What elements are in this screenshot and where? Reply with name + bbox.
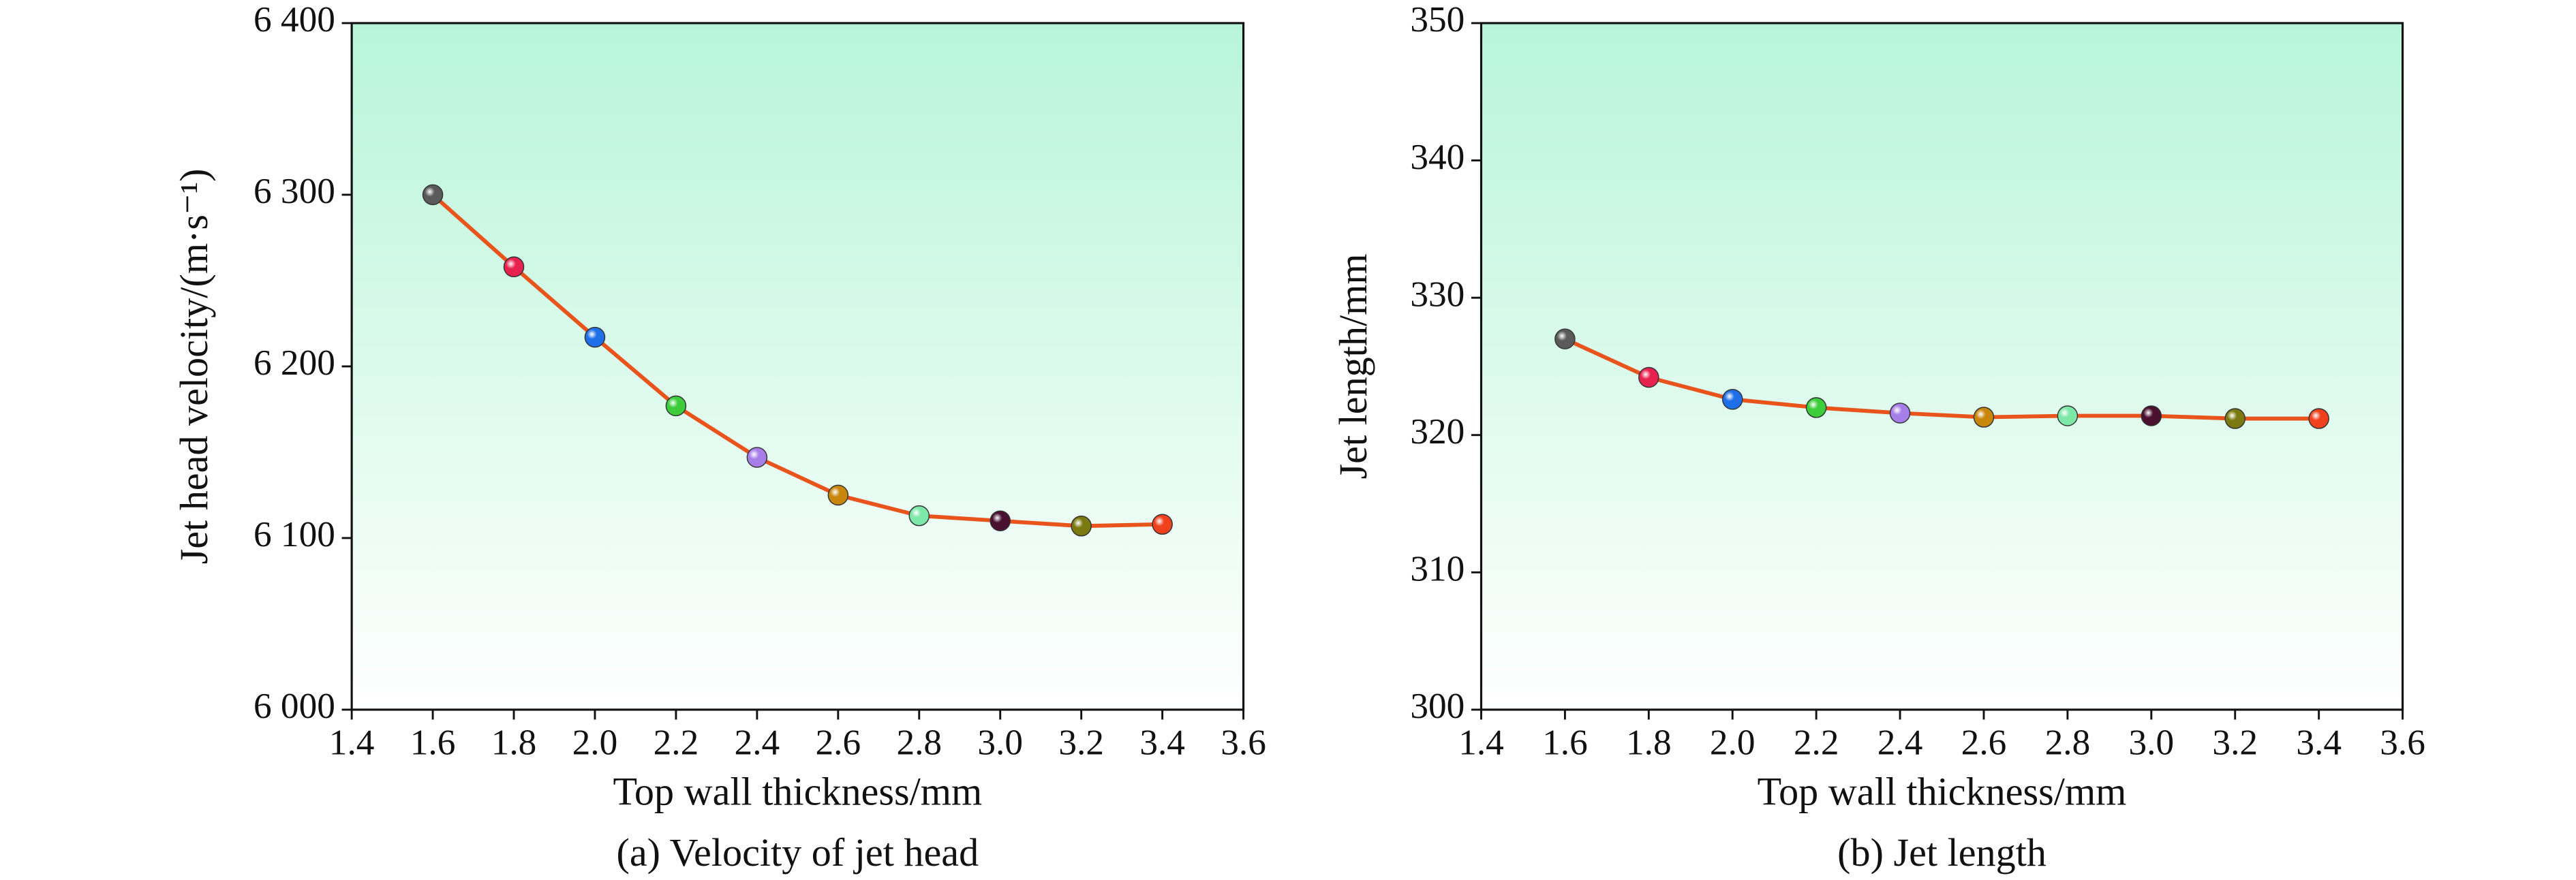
data-point xyxy=(422,184,444,206)
y-tick-label: 6 200 xyxy=(254,343,335,383)
y-tick-label: 300 xyxy=(1410,686,1465,726)
data-point xyxy=(1071,516,1092,537)
x-tick-label: 3.4 xyxy=(1139,722,1185,762)
x-tick-label: 3.2 xyxy=(1058,722,1104,762)
plot-background xyxy=(1481,22,2403,710)
x-tick-label: 2.0 xyxy=(1710,722,1755,762)
x-axis-label: Top wall thickness/mm xyxy=(613,769,982,813)
x-tick-label: 3.2 xyxy=(2212,722,2258,762)
data-point xyxy=(746,447,768,468)
y-tick-label: 340 xyxy=(1410,137,1465,177)
plot-frame xyxy=(1479,22,2404,711)
y-tick-label: 320 xyxy=(1410,411,1465,452)
x-tick-label: 3.6 xyxy=(1221,722,1266,762)
y-tick-label: 6 400 xyxy=(254,0,335,40)
x-tick-label: 2.0 xyxy=(572,722,618,762)
y-tick-label: 310 xyxy=(1410,549,1465,589)
y-tick-label: 350 xyxy=(1410,0,1465,40)
data-line xyxy=(431,193,1163,529)
data-point xyxy=(1805,397,1827,418)
caption: (a) Velocity of jet head xyxy=(617,830,979,875)
caption: (b) Jet length xyxy=(1837,830,2046,875)
data-line xyxy=(1564,336,2319,421)
data-point xyxy=(990,510,1011,531)
x-tick-label: 2.8 xyxy=(896,722,942,762)
data-point xyxy=(1638,366,1659,388)
x-tick-label: 1.8 xyxy=(1626,722,1672,762)
x-tick-label: 1.8 xyxy=(491,722,537,762)
x-tick-label: 2.6 xyxy=(816,722,861,762)
data-point xyxy=(503,256,525,278)
data-point xyxy=(665,395,687,417)
x-tick-label: 3.0 xyxy=(977,722,1023,762)
data-point xyxy=(1721,389,1743,410)
x-tick-label: 1.4 xyxy=(1458,722,1504,762)
y-tick-label: 6 300 xyxy=(254,171,335,211)
data-point xyxy=(2224,408,2246,429)
data-point xyxy=(2057,405,2079,426)
y-axis-label: Jet head velocity/(m·s⁻¹) xyxy=(172,168,216,564)
data-point xyxy=(827,484,849,506)
data-point xyxy=(584,326,606,348)
x-axis-label: Top wall thickness/mm xyxy=(1758,769,2127,813)
data-point xyxy=(2141,405,2162,426)
x-tick-label: 2.2 xyxy=(654,722,699,762)
x-tick-label: 2.6 xyxy=(1961,722,2007,762)
x-tick-label: 2.2 xyxy=(1794,722,1839,762)
y-tick-label: 6 000 xyxy=(254,686,335,726)
x-tick-label: 3.4 xyxy=(2296,722,2342,762)
plot-background xyxy=(352,22,1244,710)
data-point xyxy=(2308,408,2329,429)
x-tick-label: 3.6 xyxy=(2380,722,2425,762)
x-tick-label: 1.6 xyxy=(410,722,456,762)
data-point xyxy=(1973,407,1995,428)
x-tick-label: 3.0 xyxy=(2129,722,2175,762)
x-tick-label: 2.8 xyxy=(2045,722,2091,762)
y-tick-label: 6 100 xyxy=(254,514,335,554)
y-axis-label: Jet length/mm xyxy=(1331,253,1375,479)
x-tick-label: 1.6 xyxy=(1542,722,1588,762)
y-tick-label: 330 xyxy=(1410,274,1465,314)
x-tick-label: 2.4 xyxy=(735,722,780,762)
data-point xyxy=(1152,514,1173,535)
data-point xyxy=(1554,328,1576,349)
plot-frame xyxy=(350,22,1245,711)
data-point xyxy=(908,505,930,527)
x-tick-label: 2.4 xyxy=(1877,722,1923,762)
data-point xyxy=(1889,403,1911,424)
x-tick-label: 1.4 xyxy=(329,722,375,762)
